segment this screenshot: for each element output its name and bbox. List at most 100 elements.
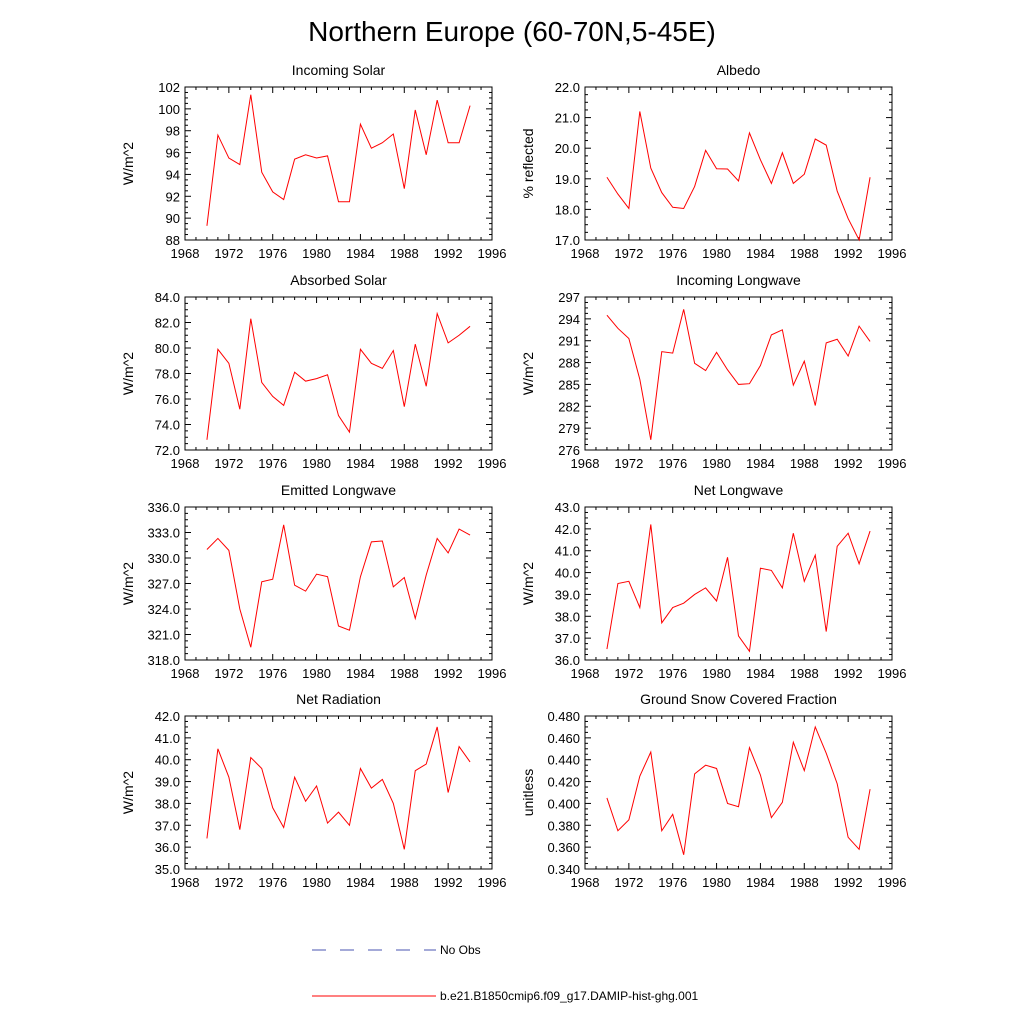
y-tick-label: 288 (558, 356, 580, 371)
y-tick-label: 20.0 (555, 141, 580, 156)
panel-title: Absorbed Solar (290, 272, 387, 288)
x-tick-label: 1972 (614, 246, 643, 261)
plot-frame (584, 86, 893, 241)
series-line (606, 309, 871, 440)
x-tick-label: 1996 (478, 666, 507, 681)
y-tick-label: 37.0 (155, 818, 180, 833)
x-tick-label: 1972 (214, 875, 243, 890)
y-tick-label: 100 (158, 102, 180, 117)
y-tick-label: 37.0 (555, 631, 580, 646)
y-tick-label: 0.360 (547, 840, 580, 855)
y-tick-label: 39.0 (155, 775, 180, 790)
x-tick-label: 1968 (571, 246, 600, 261)
x-tick-label: 1992 (434, 875, 463, 890)
x-tick-label: 1968 (171, 875, 200, 890)
x-tick-label: 1980 (702, 246, 731, 261)
x-tick-label: 1988 (790, 666, 819, 681)
y-tick-label: 35.0 (155, 862, 180, 877)
y-tick-label: 294 (558, 312, 580, 327)
y-tick-label: 327.0 (147, 577, 180, 592)
y-tick-label: 297 (558, 290, 580, 305)
panel-3: Incoming Longwave W/m^2 1968 1972 1976 1980 19… (520, 272, 906, 471)
y-tick-label: 36.0 (155, 840, 180, 855)
x-tick-label: 1992 (434, 246, 463, 261)
y-tick-label: 72.0 (155, 443, 180, 458)
x-tick-label: 1980 (302, 666, 331, 681)
panel-2: Absorbed Solar W/m^2 1968 1972 1976 1980 1984 1… (120, 272, 506, 471)
y-tick-label: 76.0 (155, 392, 180, 407)
y-tick-label: 0.480 (547, 709, 580, 724)
x-tick-label: 1968 (171, 456, 200, 471)
y-tick-label: 324.0 (147, 602, 180, 617)
x-tick-label: 1980 (702, 666, 731, 681)
y-tick-label: 88 (166, 233, 180, 248)
legend-model-label: b.e21.B1850cmip6.f09_g17.DAMIP-hist-ghg.… (440, 989, 698, 1003)
y-tick-label: 19.0 (555, 172, 580, 187)
x-tick-label: 1976 (658, 666, 687, 681)
plot-frame (184, 506, 493, 661)
panel-title: Emitted Longwave (281, 482, 396, 498)
panel-title: Albedo (717, 62, 761, 78)
x-tick-label: 1980 (302, 246, 331, 261)
x-tick-label: 1992 (434, 666, 463, 681)
y-axis-label: W/m^2 (520, 352, 536, 395)
y-tick-label: 41.0 (155, 731, 180, 746)
plot-frame (184, 86, 493, 241)
panel-title: Incoming Longwave (676, 272, 801, 288)
x-tick-label: 1988 (390, 456, 419, 471)
y-axis-label: W/m^2 (120, 562, 136, 605)
x-tick-label: 1992 (834, 666, 863, 681)
y-tick-label: 279 (558, 421, 580, 436)
panel-title: Net Longwave (694, 482, 784, 498)
x-tick-label: 1984 (746, 666, 775, 681)
y-tick-label: 21.0 (555, 111, 580, 126)
y-tick-label: 0.440 (547, 753, 580, 768)
x-tick-label: 1996 (478, 875, 507, 890)
y-tick-label: 90 (166, 211, 180, 226)
plot-frame (584, 506, 893, 661)
x-tick-label: 1968 (171, 246, 200, 261)
series-line (206, 726, 471, 850)
x-tick-label: 1976 (658, 456, 687, 471)
x-tick-label: 1976 (258, 246, 287, 261)
panel-title: Net Radiation (296, 691, 381, 707)
y-tick-label: 330.0 (147, 551, 180, 566)
x-tick-label: 1984 (346, 246, 375, 261)
y-tick-label: 0.420 (547, 775, 580, 790)
y-axis-label: % reflected (520, 128, 536, 198)
y-tick-label: 92 (166, 189, 180, 204)
x-tick-label: 1988 (390, 246, 419, 261)
series-line (606, 111, 871, 242)
y-tick-label: 98 (166, 124, 180, 139)
x-tick-label: 1996 (478, 456, 507, 471)
series-line (206, 311, 471, 440)
x-tick-label: 1976 (258, 666, 287, 681)
y-tick-label: 333.0 (147, 526, 180, 541)
panel-6: Net Radiation W/m^2 1968 1972 1976 1980 1984 19… (120, 691, 506, 890)
x-tick-label: 1992 (434, 456, 463, 471)
series-line (206, 524, 471, 648)
y-tick-label: 0.460 (547, 731, 580, 746)
plot-frame (184, 715, 493, 870)
x-tick-label: 1968 (571, 456, 600, 471)
x-tick-label: 1972 (214, 246, 243, 261)
y-tick-label: 36.0 (555, 653, 580, 668)
x-tick-label: 1984 (746, 875, 775, 890)
y-axis-label: unitless (520, 769, 536, 816)
plot-frame (584, 296, 893, 451)
legend: No Obs b.e21.B1850cmip6.f09_g17.DAMIP-hi… (312, 943, 698, 1003)
panel-7: Ground Snow Covered Fraction unitless 1968… (520, 691, 906, 890)
y-tick-label: 40.0 (155, 753, 180, 768)
y-tick-label: 94 (166, 167, 180, 182)
y-tick-label: 0.380 (547, 818, 580, 833)
x-tick-label: 1976 (658, 875, 687, 890)
y-tick-label: 0.400 (547, 796, 580, 811)
y-axis-label: W/m^2 (120, 142, 136, 185)
y-tick-label: 96 (166, 146, 180, 161)
x-tick-label: 1972 (614, 666, 643, 681)
x-tick-label: 1976 (658, 246, 687, 261)
x-tick-label: 1980 (702, 456, 731, 471)
y-tick-label: 336.0 (147, 500, 180, 515)
panel-title: Incoming Solar (292, 62, 386, 78)
x-tick-label: 1972 (614, 875, 643, 890)
